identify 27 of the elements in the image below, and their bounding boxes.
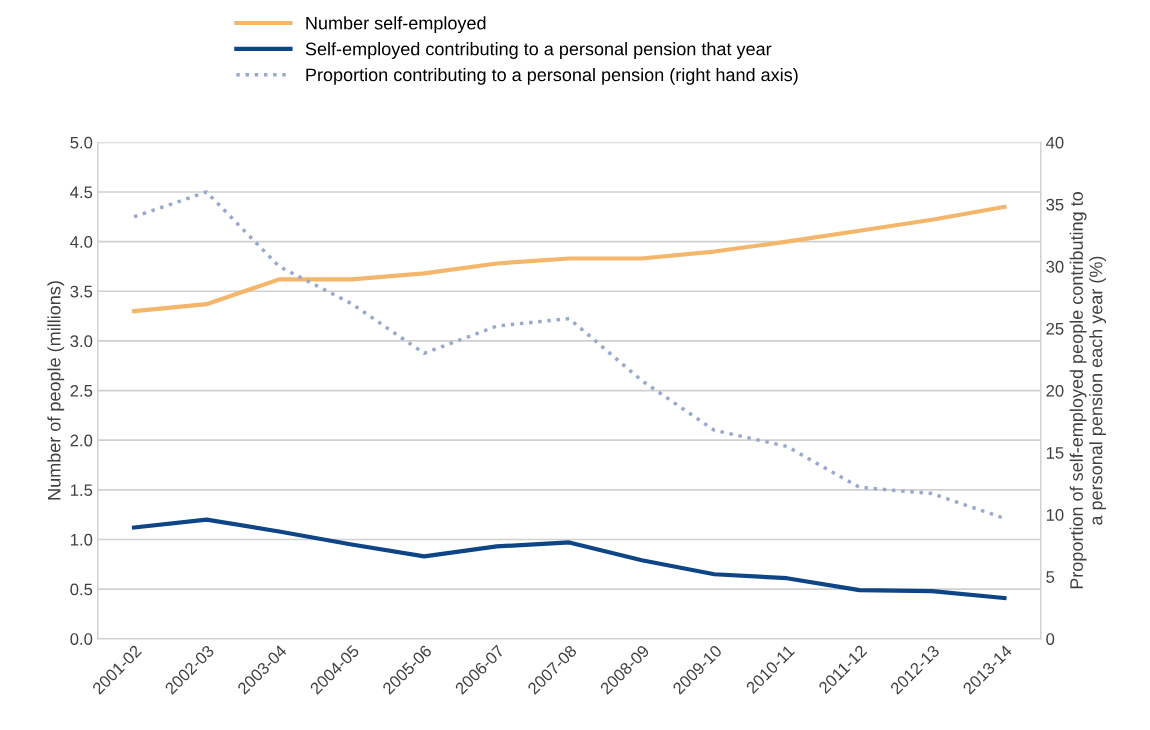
y-tick-label: 4.0 — [70, 236, 93, 248]
line-series — [131, 204, 1007, 314]
y2-tick-label: 20 — [1046, 384, 1064, 397]
y-tick-label: 1.5 — [70, 484, 93, 497]
y-tick-label: 0.5 — [70, 583, 93, 596]
y-tick-label: 3.5 — [70, 285, 93, 298]
y2-tick-label: 40 — [1045, 136, 1064, 149]
y2-tick-label: 25 — [1046, 322, 1064, 335]
y-tick-label: 4.5 — [70, 186, 93, 199]
line-series — [131, 517, 1007, 601]
y-tick-label: 3.0 — [70, 335, 93, 348]
y-tick-label: 2.0 — [70, 434, 93, 447]
y2-tick-label: 30 — [1046, 260, 1064, 273]
y2-tick-label: 35 — [1046, 198, 1064, 211]
y2-tick-label: 0 — [1046, 633, 1055, 645]
y2-tick-label: 5 — [1046, 571, 1055, 583]
legend-label: Number self-employed — [306, 16, 486, 34]
y-tick-label: 5.0 — [70, 136, 93, 149]
y2-tick-label: 10 — [1046, 509, 1064, 521]
y2-tick-label: 15 — [1046, 447, 1064, 459]
y-tick-label: 2.5 — [70, 384, 93, 397]
legend-label: Self-employed contributing to a personal pension that year — [305, 42, 772, 59]
y-tick-label: 0.0 — [70, 633, 93, 645]
y-tick-label: 1.0 — [70, 533, 93, 546]
y-axis-title: Number of people (millions) — [47, 281, 65, 500]
y2-axis-title: Proportion of self-employed people contributing to a personal pension each year (%) — [1069, 192, 1106, 589]
legend-label: Proportion contributing to a personal pension (right hand axis) — [306, 67, 798, 85]
